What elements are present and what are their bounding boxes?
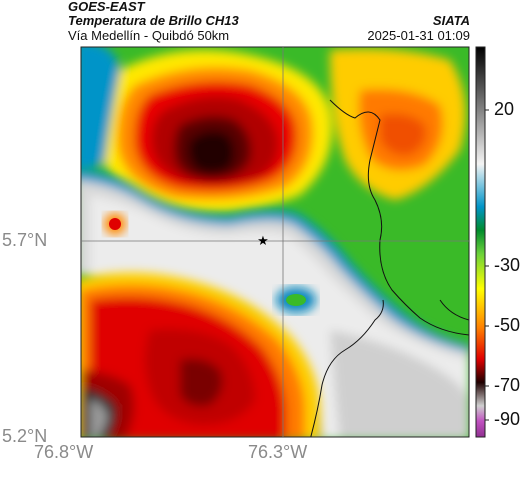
lat-tick-label: 5.2°N [2,426,48,446]
lon-tick-label: 76.8°W [34,442,94,462]
lat-tick-label: 5.7°N [2,230,48,250]
colorbar-tick-label: 20 [494,99,515,119]
colorbar-tick-label: -30 [494,255,521,275]
org-label: SIATA [432,13,470,28]
region-subtitle: Vía Medellín - Quibdó 50km [68,28,230,43]
map-frame [80,46,470,438]
satellite-title: GOES-EAST [68,0,145,14]
timestamp-label: 2025-01-31 01:09 [367,28,470,43]
colorbar-tick-label: -50 [494,315,521,335]
colorbar [475,46,486,438]
colorbar-tick-label: -90 [494,409,521,429]
colorbar-tick-label: -70 [494,375,521,395]
product-title: Temperatura de Brillo CH13 [68,13,239,28]
brightness-temperature-field [81,47,469,437]
location-star-icon: ★ [257,234,269,249]
lon-tick-label: 76.3°W [248,442,308,462]
